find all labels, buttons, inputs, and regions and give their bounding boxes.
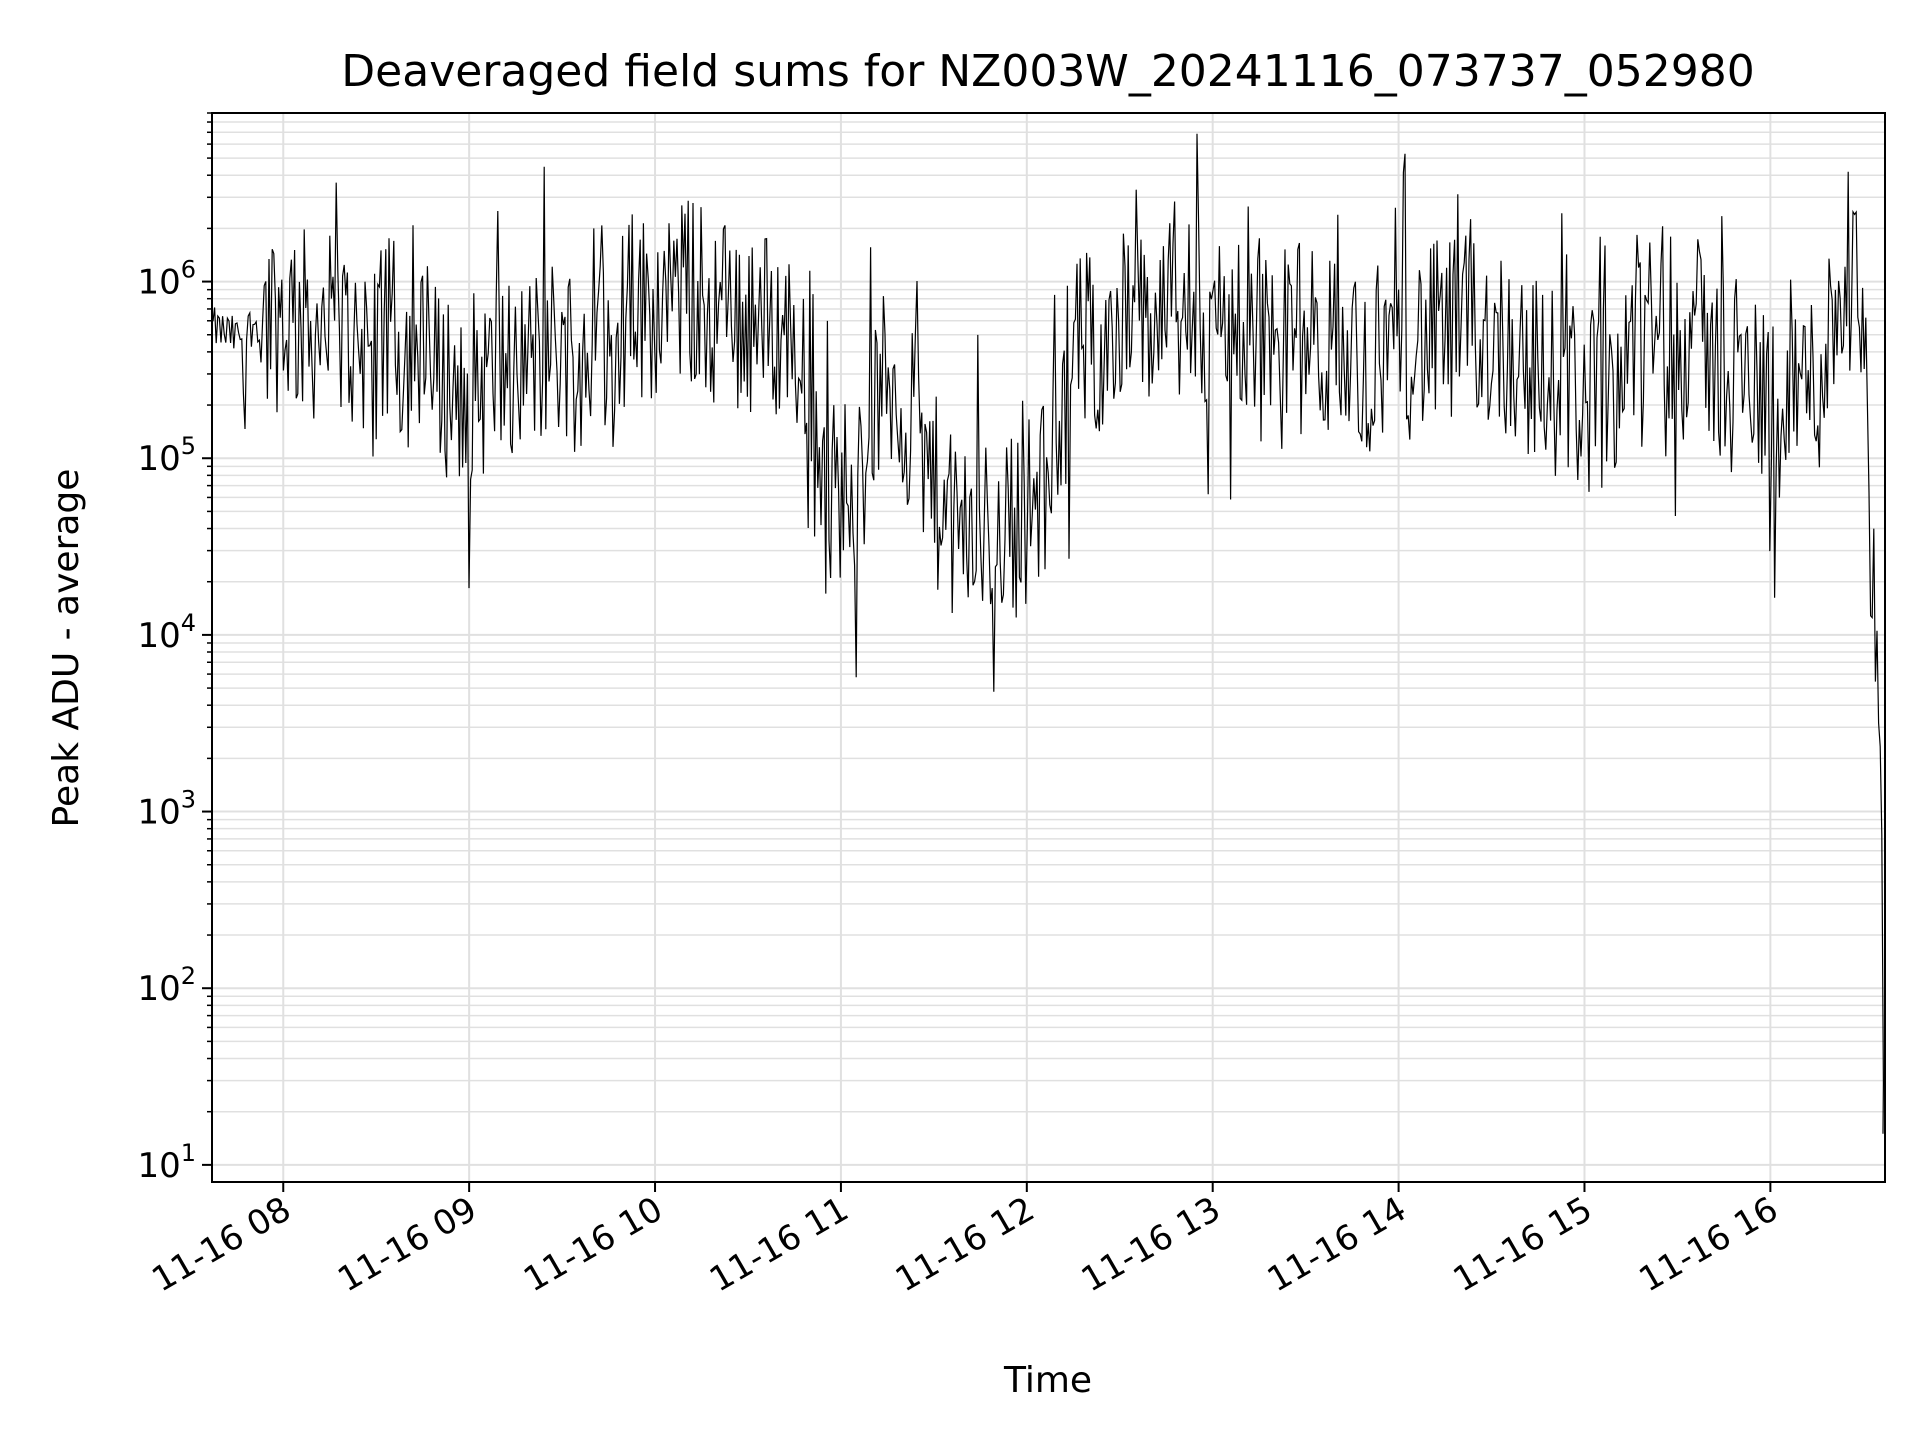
series-layer [212,133,1885,1134]
x-axis-label: Time [1003,1360,1092,1401]
y-axis-label: Peak ADU - average [46,469,87,828]
series-line [212,133,1885,1134]
plot-frame [211,112,1886,1183]
chart-title: Deaveraged field sums for NZ003W_2024111… [341,46,1754,97]
y-tick-label: 103 [137,786,196,833]
